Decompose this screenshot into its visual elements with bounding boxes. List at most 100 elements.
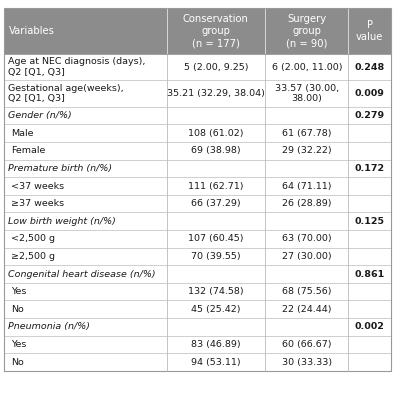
Text: 107 (60.45): 107 (60.45) (188, 234, 244, 243)
Bar (4, 195, 167, 212)
Bar (167, 336, 265, 353)
Text: 27 (30.00): 27 (30.00) (282, 252, 332, 261)
Text: 64 (71.11): 64 (71.11) (282, 182, 332, 190)
Text: No: No (11, 305, 24, 314)
Bar (4, 80, 167, 107)
Bar (348, 353, 391, 371)
Bar (265, 142, 348, 160)
Bar (348, 8, 391, 54)
Text: Pneumonia (n/%): Pneumonia (n/%) (8, 322, 90, 331)
Text: Age at NEC diagnosis (days),
Q2 [Q1, Q3]: Age at NEC diagnosis (days), Q2 [Q1, Q3] (8, 58, 145, 77)
Text: 69 (38.98): 69 (38.98) (191, 146, 241, 155)
Text: 70 (39.55): 70 (39.55) (191, 252, 241, 261)
Bar (4, 142, 167, 160)
Bar (167, 212, 265, 230)
Text: ≥37 weeks: ≥37 weeks (11, 199, 64, 208)
Text: Congenital heart disease (n/%): Congenital heart disease (n/%) (8, 270, 156, 278)
Text: P
value: P value (356, 20, 384, 42)
Bar (265, 54, 348, 80)
Bar (348, 283, 391, 300)
Bar (265, 8, 348, 54)
Bar (265, 195, 348, 212)
Bar (348, 248, 391, 265)
Bar (4, 336, 167, 353)
Bar (167, 283, 265, 300)
Bar (348, 80, 391, 107)
Text: Surgery
group
(n = 90): Surgery group (n = 90) (286, 14, 327, 48)
Text: Premature birth (n/%): Premature birth (n/%) (8, 164, 112, 173)
Bar (265, 177, 348, 195)
Bar (348, 336, 391, 353)
Text: 33.57 (30.00,
38.00): 33.57 (30.00, 38.00) (275, 84, 339, 103)
Bar (4, 265, 167, 283)
Bar (167, 248, 265, 265)
Bar (348, 300, 391, 318)
Bar (167, 353, 265, 371)
Bar (167, 177, 265, 195)
Text: 0.279: 0.279 (355, 111, 385, 120)
Text: 30 (33.33): 30 (33.33) (282, 358, 332, 366)
Text: 0.009: 0.009 (355, 89, 385, 98)
Text: Low birth weight (n/%): Low birth weight (n/%) (8, 217, 116, 226)
Text: 0.125: 0.125 (355, 217, 385, 226)
Bar (265, 318, 348, 336)
Bar (4, 300, 167, 318)
Bar (4, 318, 167, 336)
Bar (4, 283, 167, 300)
Bar (348, 230, 391, 248)
Bar (167, 195, 265, 212)
Text: 22 (24.44): 22 (24.44) (282, 305, 332, 314)
Text: Conservation
group
(n = 177): Conservation group (n = 177) (183, 14, 249, 48)
Text: 35.21 (32.29, 38.04): 35.21 (32.29, 38.04) (167, 89, 265, 98)
Bar (348, 212, 391, 230)
Text: 0.861: 0.861 (355, 270, 385, 278)
Bar (4, 248, 167, 265)
Bar (348, 142, 391, 160)
Bar (348, 124, 391, 142)
Text: Female: Female (11, 146, 45, 155)
Text: 61 (67.78): 61 (67.78) (282, 129, 332, 138)
Bar (348, 195, 391, 212)
Bar (4, 107, 167, 124)
Bar (167, 265, 265, 283)
Text: 60 (66.67): 60 (66.67) (282, 340, 332, 349)
Text: 108 (61.02): 108 (61.02) (188, 129, 244, 138)
Bar (265, 300, 348, 318)
Bar (4, 212, 167, 230)
Bar (4, 353, 167, 371)
Bar (167, 107, 265, 124)
Bar (4, 124, 167, 142)
Text: 111 (62.71): 111 (62.71) (188, 182, 244, 190)
Bar (4, 54, 167, 80)
Text: 5 (2.00, 9.25): 5 (2.00, 9.25) (184, 63, 248, 72)
Bar (265, 353, 348, 371)
Text: 83 (46.89): 83 (46.89) (191, 340, 241, 349)
Text: Variables: Variables (9, 26, 55, 36)
Text: <2,500 g: <2,500 g (11, 234, 55, 243)
Bar (265, 336, 348, 353)
Text: Gestational age(weeks),
Q2 [Q1, Q3]: Gestational age(weeks), Q2 [Q1, Q3] (8, 84, 124, 103)
Text: 0.172: 0.172 (355, 164, 385, 173)
Bar (265, 230, 348, 248)
Bar (348, 107, 391, 124)
Bar (167, 124, 265, 142)
Text: 26 (28.89): 26 (28.89) (282, 199, 332, 208)
Bar (167, 318, 265, 336)
Bar (4, 177, 167, 195)
Bar (348, 318, 391, 336)
Text: No: No (11, 358, 24, 366)
Bar (4, 8, 167, 54)
Bar (348, 160, 391, 177)
Text: Yes: Yes (11, 287, 26, 296)
Bar (167, 230, 265, 248)
Text: 63 (70.00): 63 (70.00) (282, 234, 332, 243)
Text: 6 (2.00, 11.00): 6 (2.00, 11.00) (272, 63, 342, 72)
Bar (167, 160, 265, 177)
Bar (265, 283, 348, 300)
Bar (167, 54, 265, 80)
Bar (348, 177, 391, 195)
Text: 94 (53.11): 94 (53.11) (191, 358, 241, 366)
Bar (348, 265, 391, 283)
Text: Yes: Yes (11, 340, 26, 349)
Text: 66 (37.29): 66 (37.29) (191, 199, 241, 208)
